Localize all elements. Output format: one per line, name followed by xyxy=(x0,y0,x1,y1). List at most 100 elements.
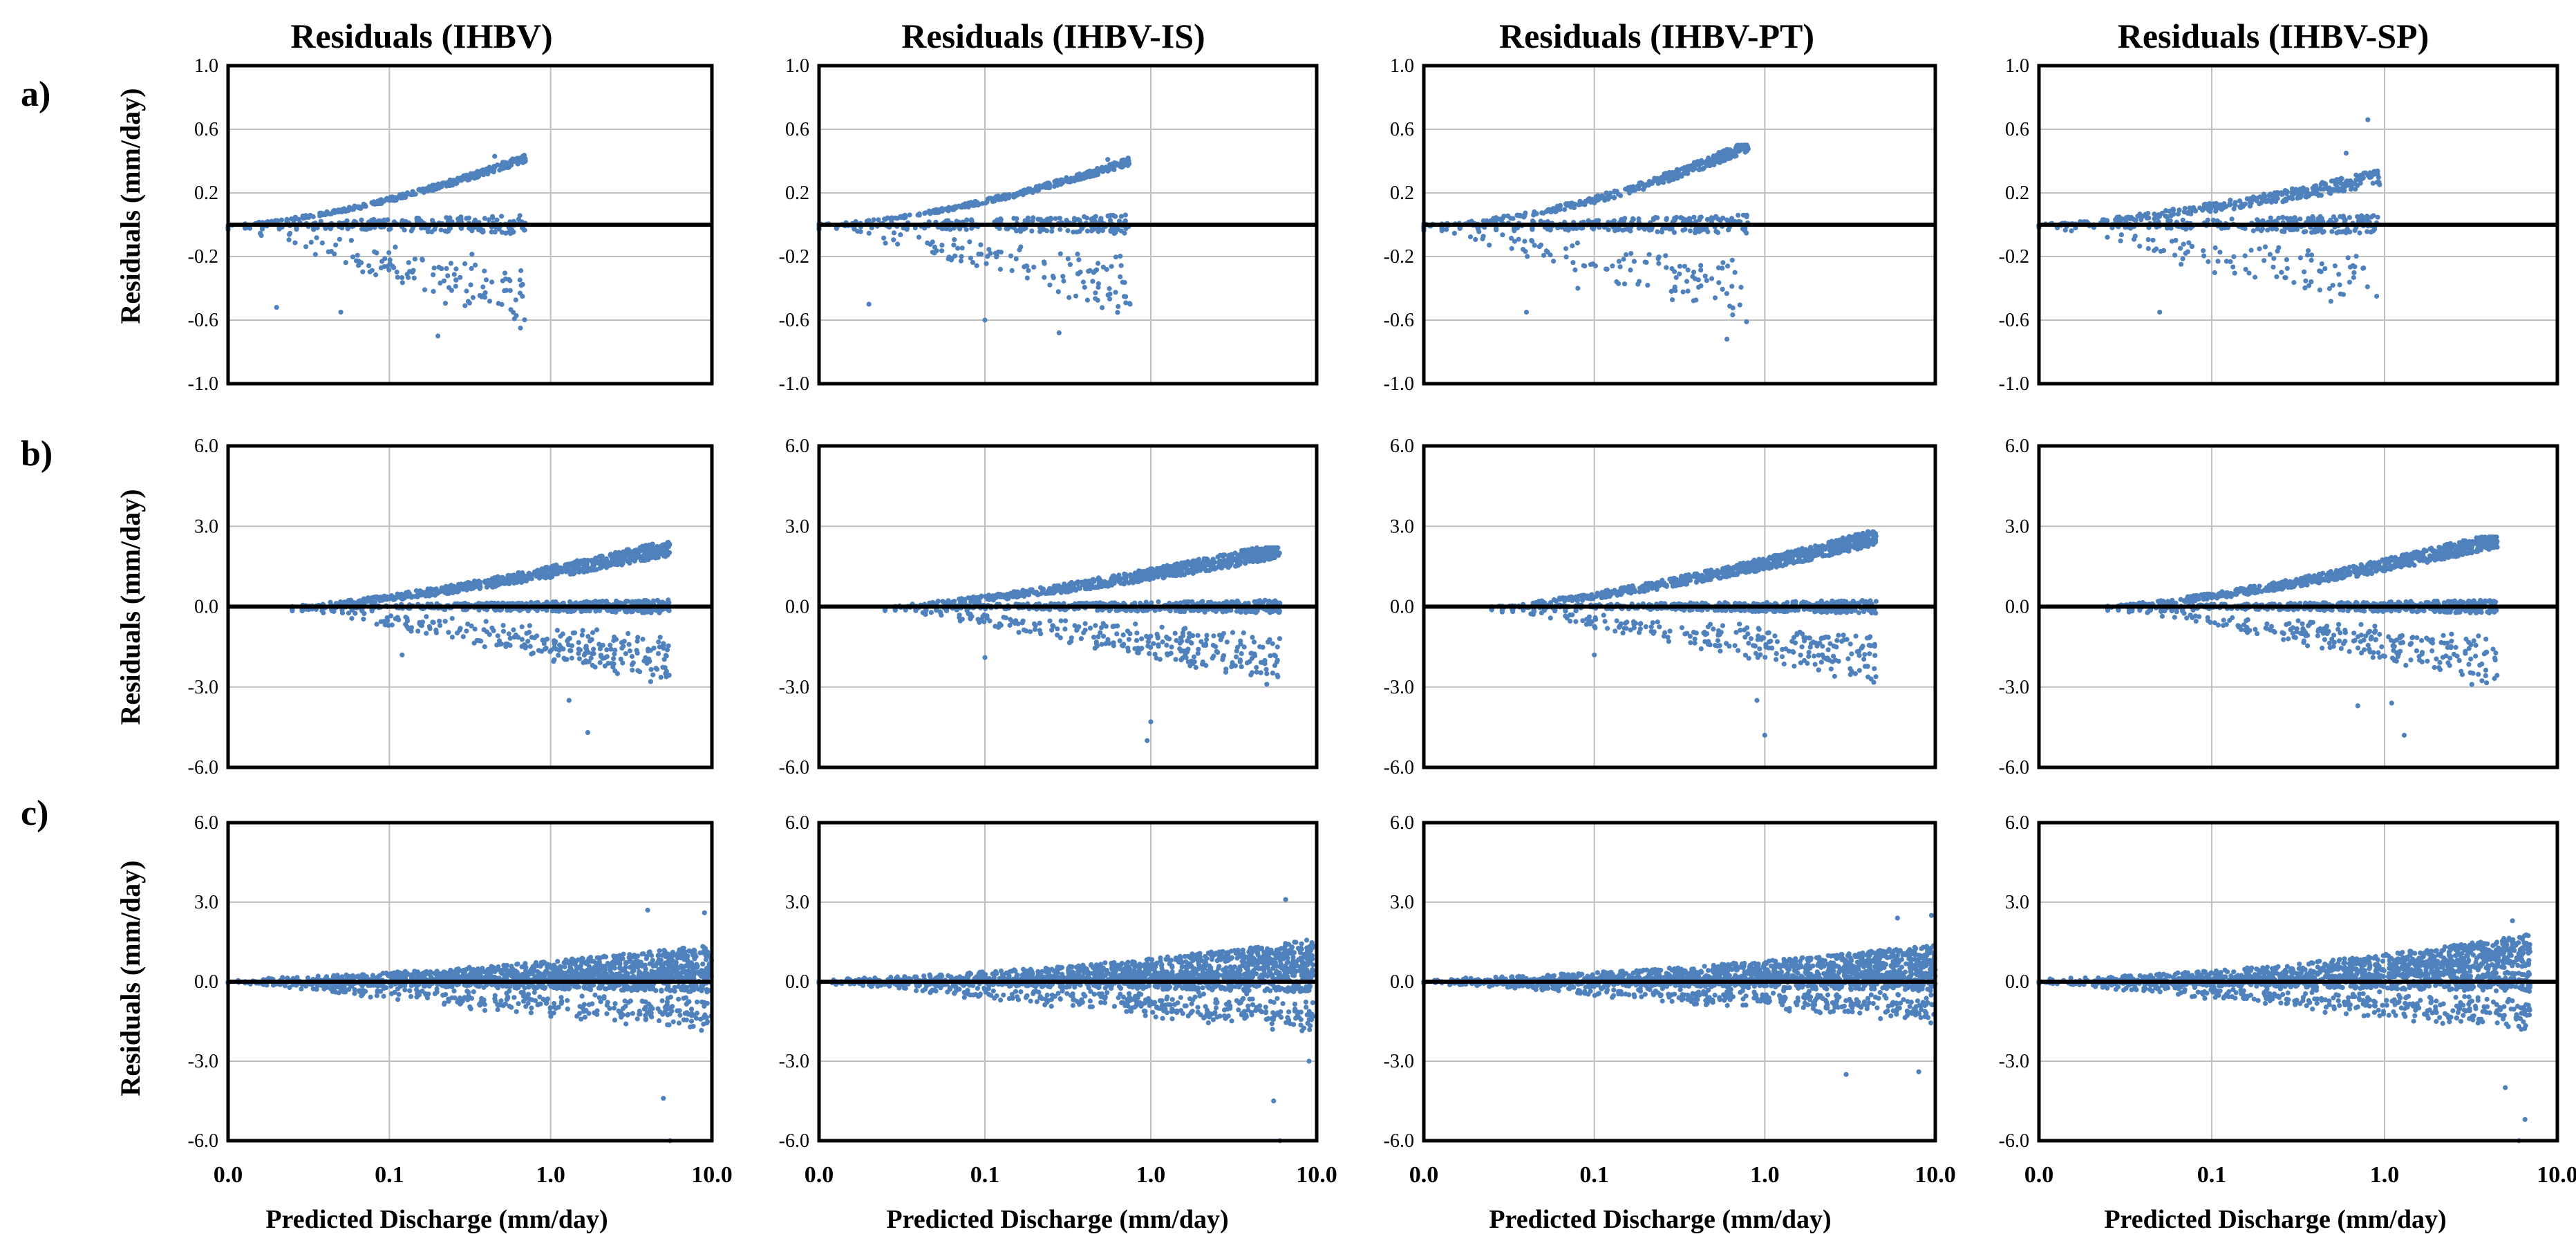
data-point xyxy=(2299,190,2304,196)
data-point xyxy=(883,216,888,222)
data-point xyxy=(2315,227,2321,233)
data-point xyxy=(2150,237,2156,243)
data-point xyxy=(2351,274,2356,281)
data-point xyxy=(2284,257,2289,263)
data-point xyxy=(587,608,592,614)
data-point xyxy=(968,218,974,223)
x-axis-label-col-3: Predicted Discharge (mm/day) xyxy=(1489,1205,1831,1234)
data-point xyxy=(1090,279,1096,284)
data-point xyxy=(603,598,610,604)
data-point xyxy=(1621,281,1628,287)
data-point xyxy=(2212,270,2217,275)
data-point xyxy=(1691,270,1697,275)
data-point xyxy=(491,628,496,633)
data-point xyxy=(509,162,514,168)
data-point xyxy=(630,660,636,666)
data-point xyxy=(626,599,631,604)
data-point xyxy=(1264,682,1270,687)
data-point xyxy=(1722,152,1729,158)
data-point xyxy=(1660,178,1666,185)
data-point xyxy=(420,619,426,625)
data-point xyxy=(1510,216,1516,221)
data-point xyxy=(349,615,355,622)
data-point xyxy=(507,288,513,293)
data-point xyxy=(2297,216,2303,222)
data-point xyxy=(490,215,496,221)
data-point xyxy=(2242,253,2248,259)
data-point xyxy=(1732,153,1738,159)
data-point xyxy=(2302,269,2307,274)
data-point xyxy=(634,651,640,656)
data-point xyxy=(449,615,455,622)
data-point xyxy=(1671,269,1677,274)
data-point xyxy=(968,255,973,261)
data-point xyxy=(1568,204,1574,210)
y-axis-label-row-c: Residuals (mm/day) xyxy=(115,860,146,1096)
data-point xyxy=(1572,267,1578,272)
data-point xyxy=(955,245,961,251)
data-point xyxy=(630,667,635,673)
data-point xyxy=(1715,265,1722,270)
data-point xyxy=(932,244,937,250)
data-point xyxy=(2201,253,2207,259)
data-point xyxy=(1720,260,1726,265)
y-axis-label-row-a: Residuals (mm/day) xyxy=(115,88,146,324)
data-point xyxy=(2178,245,2183,251)
data-point xyxy=(517,277,523,283)
data-point xyxy=(395,274,400,280)
data-point xyxy=(2326,286,2332,292)
data-point xyxy=(959,245,965,251)
data-point xyxy=(379,597,385,603)
data-point xyxy=(422,287,428,292)
data-point xyxy=(352,610,358,616)
data-point xyxy=(482,268,487,274)
data-point xyxy=(1529,238,1534,243)
data-point xyxy=(314,235,319,241)
data-point xyxy=(553,639,558,644)
data-point xyxy=(881,235,887,241)
data-point xyxy=(2309,252,2315,258)
data-point xyxy=(2250,228,2256,234)
y-tick-label: -1.0 xyxy=(1384,373,1414,395)
data-point xyxy=(1724,337,1730,342)
data-point xyxy=(502,288,507,294)
data-point xyxy=(2274,190,2279,196)
data-point xyxy=(2331,214,2336,220)
data-point xyxy=(667,541,673,547)
data-point xyxy=(2271,256,2277,261)
data-point xyxy=(923,210,928,216)
data-point xyxy=(2374,293,2380,299)
data-point xyxy=(2371,213,2376,218)
data-point xyxy=(1046,185,1051,191)
data-point xyxy=(308,239,314,245)
y-tick-label: 0.2 xyxy=(194,183,218,204)
data-point xyxy=(916,212,922,218)
data-point xyxy=(462,261,468,267)
data-point xyxy=(1044,228,1050,234)
y-axis-label-row-b: Residuals (mm/day) xyxy=(115,489,146,725)
data-point xyxy=(883,241,888,246)
data-point xyxy=(359,260,364,265)
data-point xyxy=(435,183,440,188)
data-point xyxy=(431,288,436,294)
data-point xyxy=(2152,247,2157,254)
data-point xyxy=(372,201,378,207)
data-point xyxy=(467,300,473,306)
data-point xyxy=(1451,230,1457,236)
data-point xyxy=(360,269,366,274)
data-point xyxy=(310,214,316,220)
data-point xyxy=(568,648,574,653)
data-point xyxy=(2317,287,2322,292)
data-point xyxy=(429,218,435,223)
data-point xyxy=(871,217,876,223)
data-point xyxy=(478,579,483,585)
data-point xyxy=(574,566,580,571)
data-point xyxy=(658,675,664,680)
data-point xyxy=(472,176,478,181)
data-point xyxy=(656,639,661,645)
data-point xyxy=(2365,216,2370,222)
points-residuals-ihbv-is-b xyxy=(882,545,1283,743)
y-tick-label: -0.6 xyxy=(1384,310,1414,331)
data-point xyxy=(445,273,451,279)
data-point xyxy=(1093,296,1098,301)
